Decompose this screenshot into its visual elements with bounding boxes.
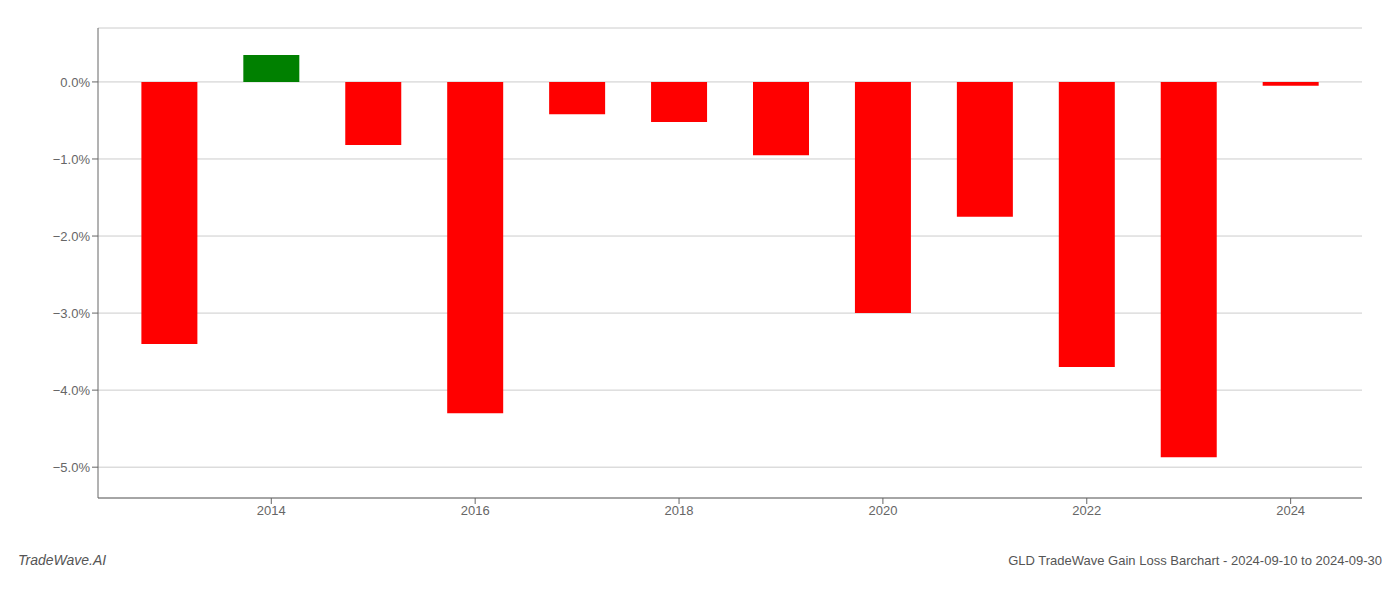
svg-text:2022: 2022 <box>1072 503 1101 518</box>
svg-text:−1.0%: −1.0% <box>53 152 91 167</box>
svg-text:2014: 2014 <box>257 503 286 518</box>
svg-text:2018: 2018 <box>665 503 694 518</box>
svg-text:−2.0%: −2.0% <box>53 229 91 244</box>
svg-text:2016: 2016 <box>461 503 490 518</box>
svg-text:2020: 2020 <box>868 503 897 518</box>
html-text:GLD TradeWave Gain Loss Barcha: GLD TradeWave Gain Loss Barchart - 2024-… <box>1008 553 1382 568</box>
svg-text:−4.0%: −4.0% <box>53 383 91 398</box>
svg-text:−5.0%: −5.0% <box>53 460 91 475</box>
svg-text:2024: 2024 <box>1276 503 1305 518</box>
html-text:TradeWave.AI: TradeWave.AI <box>18 552 107 568</box>
svg-text:0.0%: 0.0% <box>60 75 90 90</box>
svg-text:−3.0%: −3.0% <box>53 306 91 321</box>
